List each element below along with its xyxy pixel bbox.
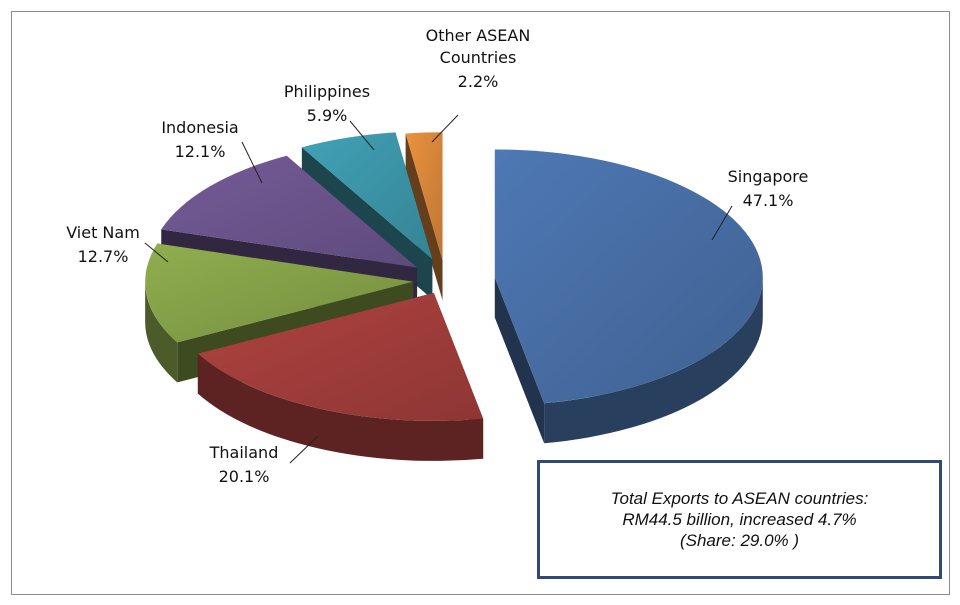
leader-line-other-asean-countries xyxy=(431,114,459,143)
slice-other-asean-countries xyxy=(405,132,443,301)
slice-label-indonesia: Indonesia xyxy=(161,118,238,137)
summary-box: Total Exports to ASEAN countries: RM44.5… xyxy=(537,460,942,579)
slice-label-other-asean-countries: Countries xyxy=(440,48,517,67)
leader-line-thailand xyxy=(289,435,319,464)
slice-label-singapore: Singapore xyxy=(728,167,809,186)
slice-value-singapore: 47.1% xyxy=(743,191,794,210)
summary-line-2: RM44.5 billion, increased 4.7% xyxy=(622,510,857,529)
slice-label-other-asean-countries: Other ASEAN xyxy=(426,26,531,45)
leader-line-viet-nam xyxy=(144,242,169,263)
slice-value-philippines: 5.9% xyxy=(307,106,348,125)
slice-value-viet-nam: 12.7% xyxy=(78,247,129,266)
summary-line-3: (Share: 29.0% ) xyxy=(679,531,800,550)
slice-label-viet-nam: Viet Nam xyxy=(66,223,140,242)
slice-label-thailand: Thailand xyxy=(209,443,279,462)
slice-thailand xyxy=(197,292,484,461)
leader-line-philippines xyxy=(349,120,375,151)
leader-line-indonesia xyxy=(241,141,263,184)
slice-value-thailand: 20.1% xyxy=(219,467,270,486)
slice-value-indonesia: 12.1% xyxy=(175,142,226,161)
summary-line-1: Total Exports to ASEAN countries: xyxy=(610,489,869,508)
slice-singapore xyxy=(494,149,763,444)
leader-line-singapore xyxy=(711,205,733,241)
slice-value-other-asean-countries: 2.2% xyxy=(458,72,499,91)
slice-label-philippines: Philippines xyxy=(284,82,370,101)
